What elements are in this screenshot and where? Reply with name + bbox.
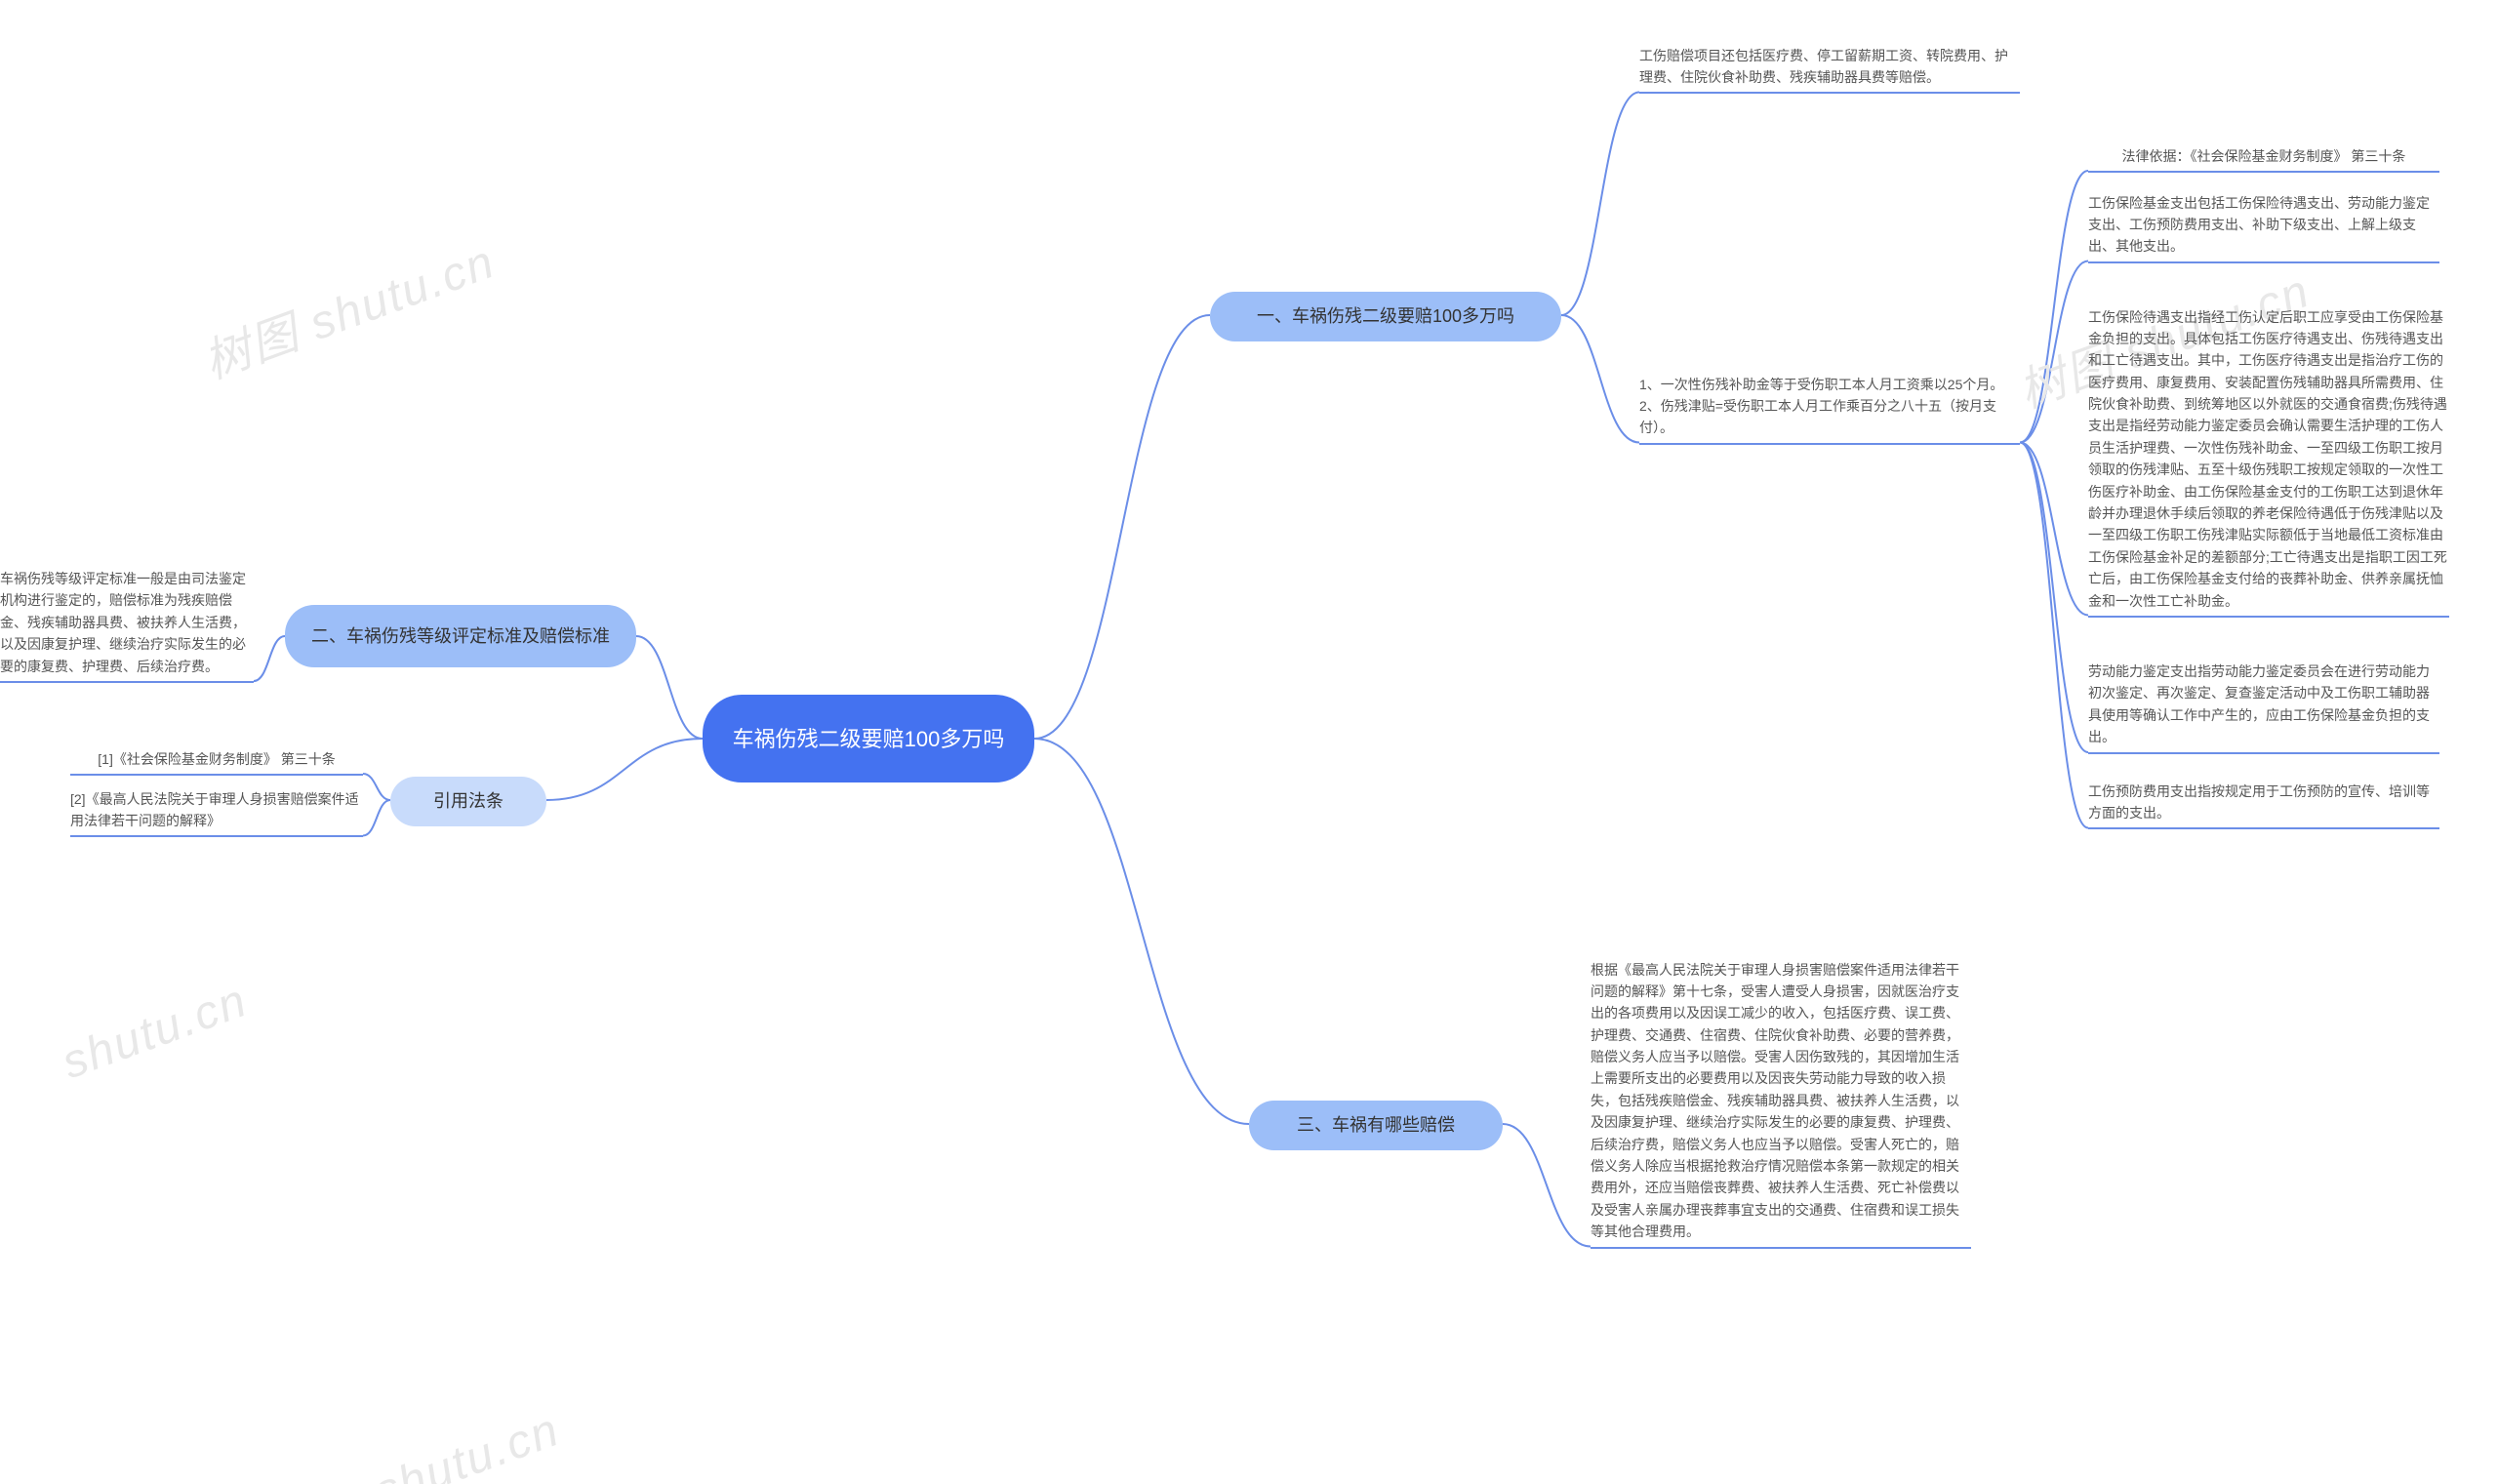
root-node: 车祸伤残二级要赔100多万吗 <box>703 695 1034 782</box>
branch-node: 三、车祸有哪些赔偿 <box>1249 1101 1503 1150</box>
leaf-node: [2]《最高人民法院关于审理人身损害赔偿案件适用法律若干问题的解释》 <box>70 784 363 838</box>
watermark: shutu.cn <box>368 1403 567 1484</box>
watermark: 树图 shutu.cn <box>192 223 503 392</box>
leaf-node: 工伤赔偿项目还包括医疗费、停工留薪期工资、转院费用、护理费、住院伙食补助费、残疾… <box>1639 41 2020 95</box>
branch-node: 二、车祸伤残等级评定标准及赔偿标准 <box>285 605 636 667</box>
leaf-node: 车祸伤残等级评定标准一般是由司法鉴定机构进行鉴定的，赔偿标准为残疾赔偿金、残疾辅… <box>0 564 254 683</box>
subleaf-node: 工伤保险基金支出包括工伤保险待遇支出、劳动能力鉴定支出、工伤预防费用支出、补助下… <box>2088 188 2439 263</box>
subleaf-node: 法律依据：《社会保险基金财务制度》 第三十条 <box>2088 141 2439 173</box>
subleaf-node: 工伤预防费用支出指按规定用于工伤预防的宣传、培训等方面的支出。 <box>2088 777 2439 830</box>
subleaf-node: 工伤保险待遇支出指经工伤认定后职工应享受由工伤保险基金负担的支出。具体包括工伤医… <box>2088 302 2449 618</box>
leaf-node: [1]《社会保险基金财务制度》 第三十条 <box>70 744 363 776</box>
leaf-node: 根据《最高人民法院关于审理人身损害赔偿案件适用法律若干问题的解释》第十七条，受害… <box>1591 955 1971 1249</box>
subleaf-node: 劳动能力鉴定支出指劳动能力鉴定委员会在进行劳动能力初次鉴定、再次鉴定、复查鉴定活… <box>2088 657 2439 754</box>
leaf-node: 1、一次性伤残补助金等于受伤职工本人月工资乘以25个月。2、伤残津贴=受伤职工本… <box>1639 370 2020 445</box>
branch-node: 引用法条 <box>390 777 546 826</box>
watermark: shutu.cn <box>56 974 255 1090</box>
branch-node: 一、车祸伤残二级要赔100多万吗 <box>1210 292 1561 341</box>
